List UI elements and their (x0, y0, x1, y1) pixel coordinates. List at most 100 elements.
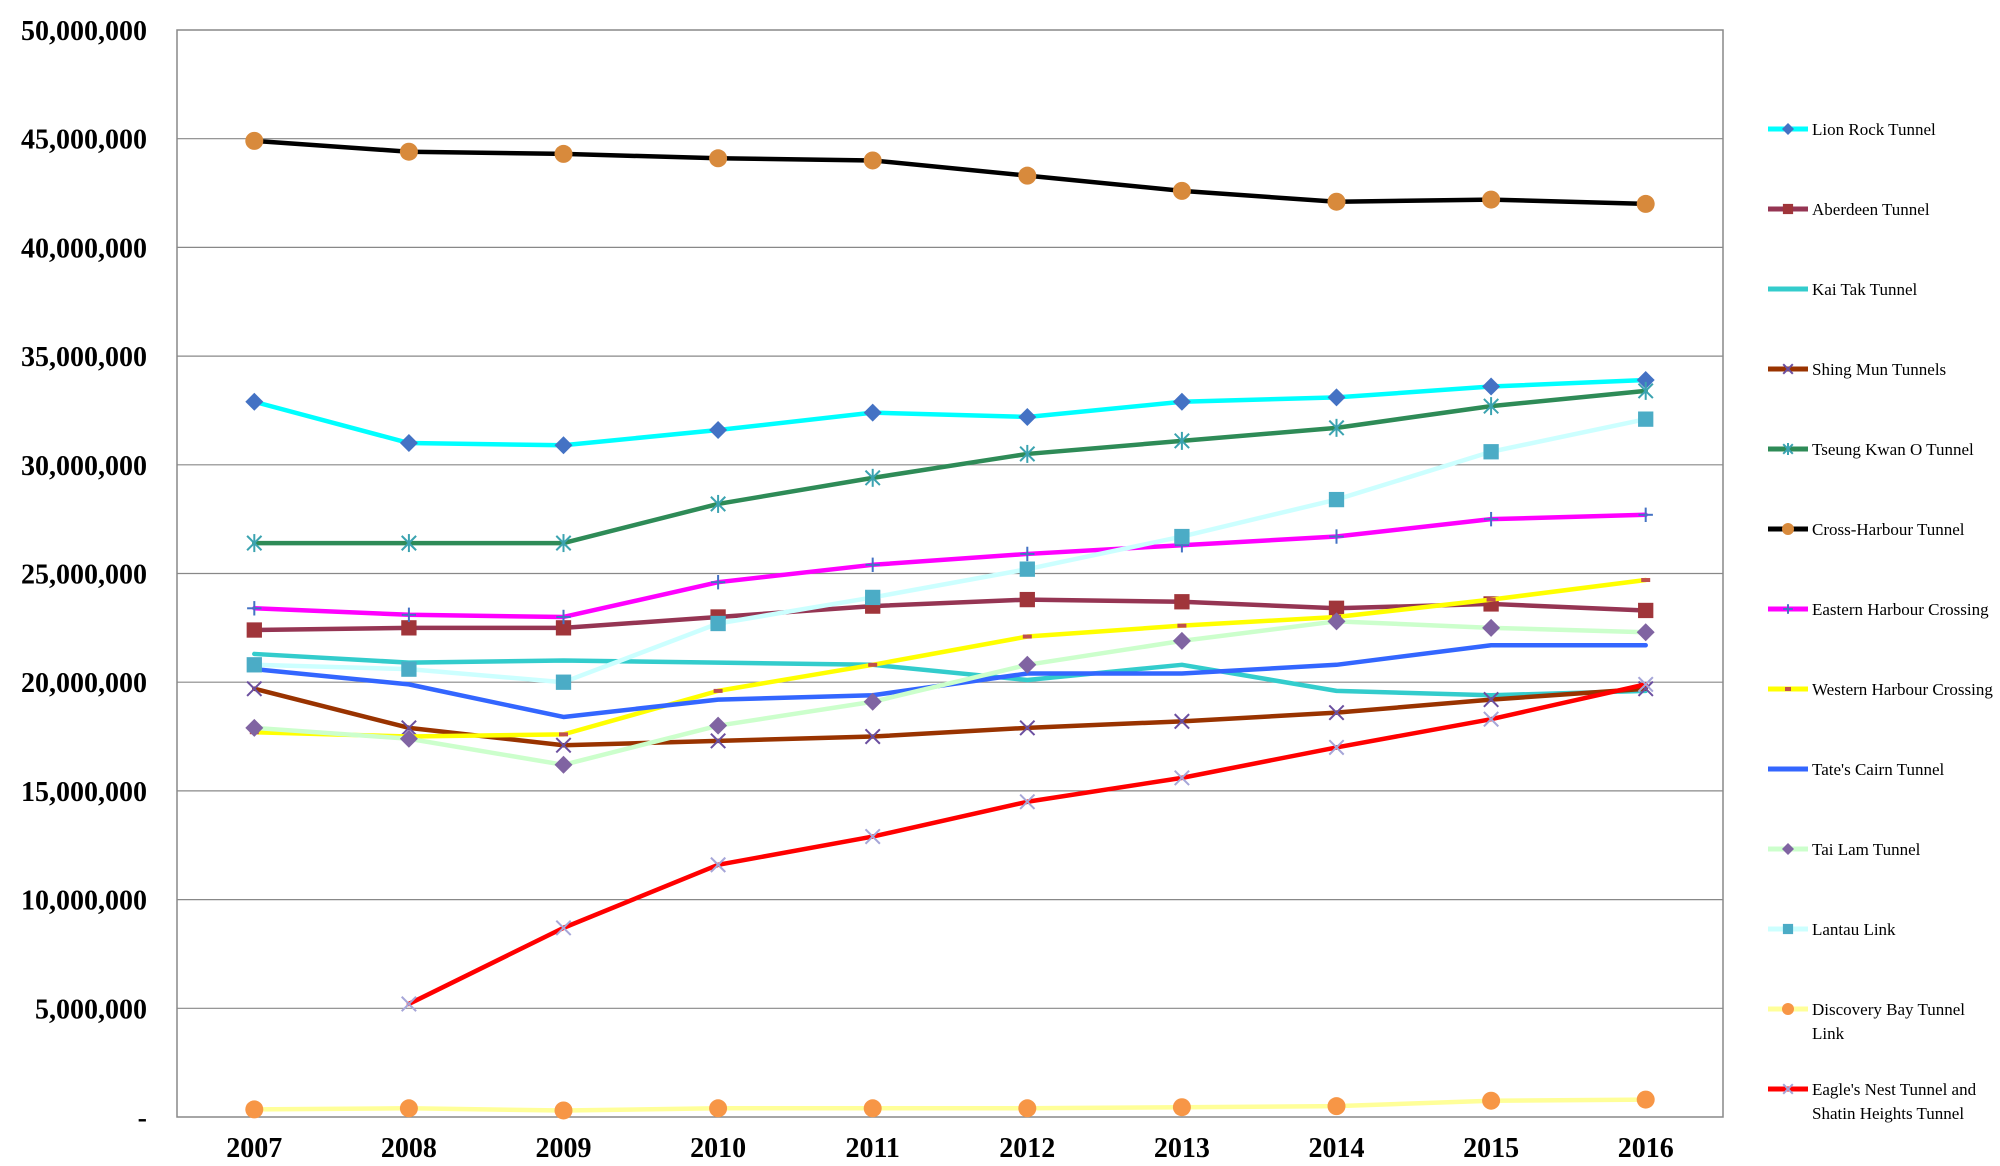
data-point (245, 131, 264, 150)
series-line (406, 682, 1648, 1007)
series-line (252, 377, 1648, 448)
data-point (1636, 371, 1655, 390)
legend-marker (1782, 443, 1794, 455)
data-point (863, 403, 882, 422)
data-point (247, 601, 262, 616)
y-tick-label: 40,000,000 (21, 233, 147, 264)
data-point (713, 688, 723, 693)
data-point (863, 151, 882, 170)
series-10 (246, 411, 1654, 690)
y-tick-label: 25,000,000 (21, 560, 147, 591)
legend-item: Lantau Link (1768, 920, 1896, 939)
marker-stroke (1173, 713, 1190, 730)
data-point (710, 494, 727, 513)
x-tick-label: 2007 (226, 1133, 282, 1164)
legend-marker (1782, 203, 1794, 215)
data-point (709, 149, 728, 168)
data-point (709, 716, 728, 735)
series-4 (246, 381, 1654, 553)
data-point (400, 534, 417, 553)
data-point (1482, 377, 1501, 396)
data-point (1173, 431, 1190, 450)
data-point (401, 620, 417, 636)
legend-marker (1782, 923, 1794, 935)
marker-stroke (1483, 711, 1500, 728)
data-point (554, 1101, 573, 1120)
data-point (1328, 600, 1345, 616)
data-point (399, 729, 418, 748)
data-point (1019, 561, 1035, 577)
marker-stroke (1483, 691, 1500, 708)
series-line (252, 577, 1648, 739)
data-point (1327, 192, 1346, 211)
data-point (709, 1099, 728, 1118)
x-tick-label: 2012 (999, 1133, 1055, 1164)
data-point (399, 1099, 418, 1118)
marker-stroke (1782, 363, 1794, 375)
marker-stroke (710, 856, 727, 873)
marker-stroke (1637, 680, 1654, 697)
series-6 (247, 507, 1653, 625)
data-point (1022, 634, 1032, 639)
marker-stroke (555, 919, 572, 936)
legend-item: Aberdeen Tunnel (1768, 200, 1930, 219)
data-point (1483, 397, 1500, 416)
series-0 (245, 371, 1655, 455)
data-point (1486, 597, 1496, 602)
x-tick-label: 2009 (536, 1133, 592, 1164)
x-tick-label: 2015 (1463, 1133, 1519, 1164)
y-tick-label: 50,000,000 (21, 16, 147, 47)
data-point (1482, 1091, 1501, 1110)
legend-marker (1783, 604, 1793, 614)
legend-item: Shing Mun Tunnels (1768, 360, 1946, 379)
legend-item: Eagle's Nest Tunnel and Shatin Heights Tu… (1768, 1080, 1977, 1123)
series-line (252, 388, 1648, 546)
data-point (1173, 713, 1190, 730)
marker-stroke (1637, 676, 1654, 693)
data-point (1177, 623, 1187, 628)
series-11 (245, 1090, 1655, 1120)
data-point (1327, 1097, 1346, 1116)
data-point (1018, 1099, 1037, 1118)
data-point (1327, 612, 1346, 631)
data-point (399, 434, 418, 453)
data-point (1636, 623, 1655, 642)
marker-stroke (1019, 719, 1036, 736)
data-point (400, 719, 417, 736)
legend-label: Eastern Harbour Crossing (1812, 600, 1989, 619)
plot-area-border (176, 29, 1724, 1118)
data-point (555, 534, 572, 553)
data-point (1482, 190, 1501, 209)
series-layer (245, 131, 1655, 1120)
legend-label: Kai Tak Tunnel (1812, 280, 1918, 299)
data-point (864, 728, 881, 745)
marker-stroke (1782, 1083, 1794, 1095)
legend-item: Tseung Kwan O Tunnel (1768, 440, 1974, 459)
data-point (1328, 418, 1345, 437)
data-point (864, 828, 881, 845)
legend-item: Western Harbour Crossing (1768, 680, 1993, 699)
marker-stroke (1019, 793, 1036, 810)
data-point (559, 732, 568, 737)
y-tick-label: 20,000,000 (21, 668, 147, 699)
y-tick-label: 35,000,000 (21, 342, 147, 373)
legend-marker (1785, 687, 1791, 691)
x-tick-label: 2011 (845, 1133, 899, 1164)
marker-stroke (1328, 704, 1345, 721)
data-point (401, 661, 417, 677)
data-point (864, 468, 881, 487)
data-point (1482, 618, 1501, 637)
data-point (1637, 381, 1654, 400)
data-point (554, 436, 573, 455)
x-axis: 2007 2008 2009 2010 2011 2012 2013 2014 2015 2016 (226, 1133, 1673, 1164)
legend-item: Discovery Bay Tunnel Link (1768, 1000, 1965, 1043)
data-point (1174, 594, 1190, 610)
legend-item: Lion Rock Tunnel (1768, 120, 1936, 139)
data-point (556, 609, 571, 625)
data-point (1637, 676, 1654, 693)
marker-stroke (1173, 769, 1190, 786)
legend-label: Tai Lam Tunnel (1812, 840, 1921, 859)
legend-label: Tseung Kwan O Tunnel (1812, 440, 1974, 459)
data-point (246, 657, 262, 673)
